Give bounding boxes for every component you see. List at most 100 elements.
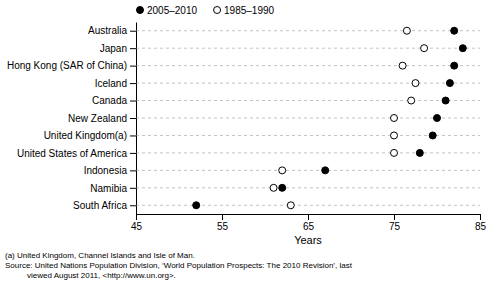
y-tick-mark [130,48,136,49]
plot: 45 55 65 75 85 Years Australia Japan Hong Kong (… [7,23,487,247]
y-tick: South Africa [73,200,136,211]
y-tick-mark [130,153,136,154]
y-tick-label: Australia [88,25,127,36]
x-tick-mark [222,214,223,220]
dot [270,184,277,191]
y-tick-label: South Africa [73,200,127,211]
y-tick: Australia [88,25,136,36]
y-tick-mark [130,83,136,84]
dot [391,149,398,156]
legend-item: 2005–2010 [137,5,198,16]
legend-symbol [137,7,144,14]
dot [287,202,294,209]
x-axis-line [137,215,481,221]
y-tick-label: Iceland [95,78,127,89]
grid-line [136,187,480,188]
dot [279,184,286,191]
dot [193,202,200,209]
x-tick: 65 [303,214,315,232]
dot [434,115,441,122]
y-tick-mark [130,205,136,206]
legend-label: 1985–1990 [224,5,274,16]
y-axis: Australia Japan Hong Kong (SAR of China) Ic… [7,23,137,215]
y-tick-label: United States of America [17,148,127,159]
legend-label: 2005–2010 [147,5,197,16]
x-tick-mark [394,214,395,220]
series [270,27,428,209]
x-tick-label: 55 [217,221,229,232]
x-tick: 45 [131,214,143,232]
grid-line [136,83,480,84]
y-tick-mark [130,170,136,171]
dot [446,80,453,87]
legend-symbol [214,7,221,14]
legend: 2005–2010 1985–1990 [137,5,275,16]
x-tick-mark [480,214,481,220]
dot [322,167,329,174]
marks [136,27,480,209]
grid [136,31,480,206]
footnote: Source: United Nations Population Divisi… [5,261,353,270]
dot [403,27,410,34]
legend-item: 1985–1990 [214,5,275,16]
x-tick: 85 [475,214,487,232]
x-tick-mark [308,214,309,220]
series [193,27,467,209]
dot [421,45,428,52]
dot [399,62,406,69]
grid-line [136,30,480,31]
y-tick-label: Canada [92,95,127,106]
y-tick: United Kingdom(a) [44,130,136,141]
dot [459,45,466,52]
y-tick: Iceland [95,78,136,89]
dot [279,167,286,174]
y-tick: Canada [92,95,136,106]
x-tick-mark [136,214,137,220]
grid-line [136,118,480,119]
y-tick-label: Hong Kong (SAR of China) [7,60,127,71]
y-tick-label: Japan [100,43,127,54]
y-tick: Indonesia [84,165,136,176]
grid-line [136,100,480,101]
y-tick-label: New Zealand [68,113,127,124]
x-tick: 55 [217,214,229,232]
y-axis-line [136,23,137,215]
y-tick-mark [130,31,136,32]
dot [416,149,423,156]
y-tick-label: Namibia [90,183,127,194]
grid-line [136,152,480,153]
footnote: viewed August 2011, <http://www.un.org>. [27,271,176,280]
chart: 45 55 65 75 85 Years Australia Japan Hong Kong (… [0,0,496,284]
y-tick-label: Indonesia [84,165,128,176]
x-axis-title: Years [294,234,322,246]
grid-line [136,135,480,136]
dot [412,80,419,87]
y-tick-mark [130,118,136,119]
dot [451,62,458,69]
y-tick-label: United Kingdom(a) [44,130,127,141]
y-tick: Hong Kong (SAR of China) [7,60,136,71]
dot [429,132,436,139]
x-tick-label: 45 [131,221,143,232]
dot [451,27,458,34]
dot [408,97,415,104]
grid-line [136,170,480,171]
dot [391,132,398,139]
x-tick: 75 [389,214,401,232]
dot [391,115,398,122]
y-tick: United States of America [17,148,136,159]
grid-line [136,65,480,66]
y-tick: New Zealand [68,113,136,124]
y-tick-mark [130,188,136,189]
x-tick-label: 75 [389,221,401,232]
x-tick-label: 65 [303,221,315,232]
dot [442,97,449,104]
grid-line [136,48,480,49]
x-tick-label: 85 [475,221,487,232]
y-tick: Japan [100,43,136,54]
y-tick: Namibia [90,183,136,194]
y-tick-mark [130,101,136,102]
footnote: (a) United Kingdom, Channel Islands and … [5,251,195,260]
grid-line [136,205,480,206]
y-tick-mark [130,135,136,136]
